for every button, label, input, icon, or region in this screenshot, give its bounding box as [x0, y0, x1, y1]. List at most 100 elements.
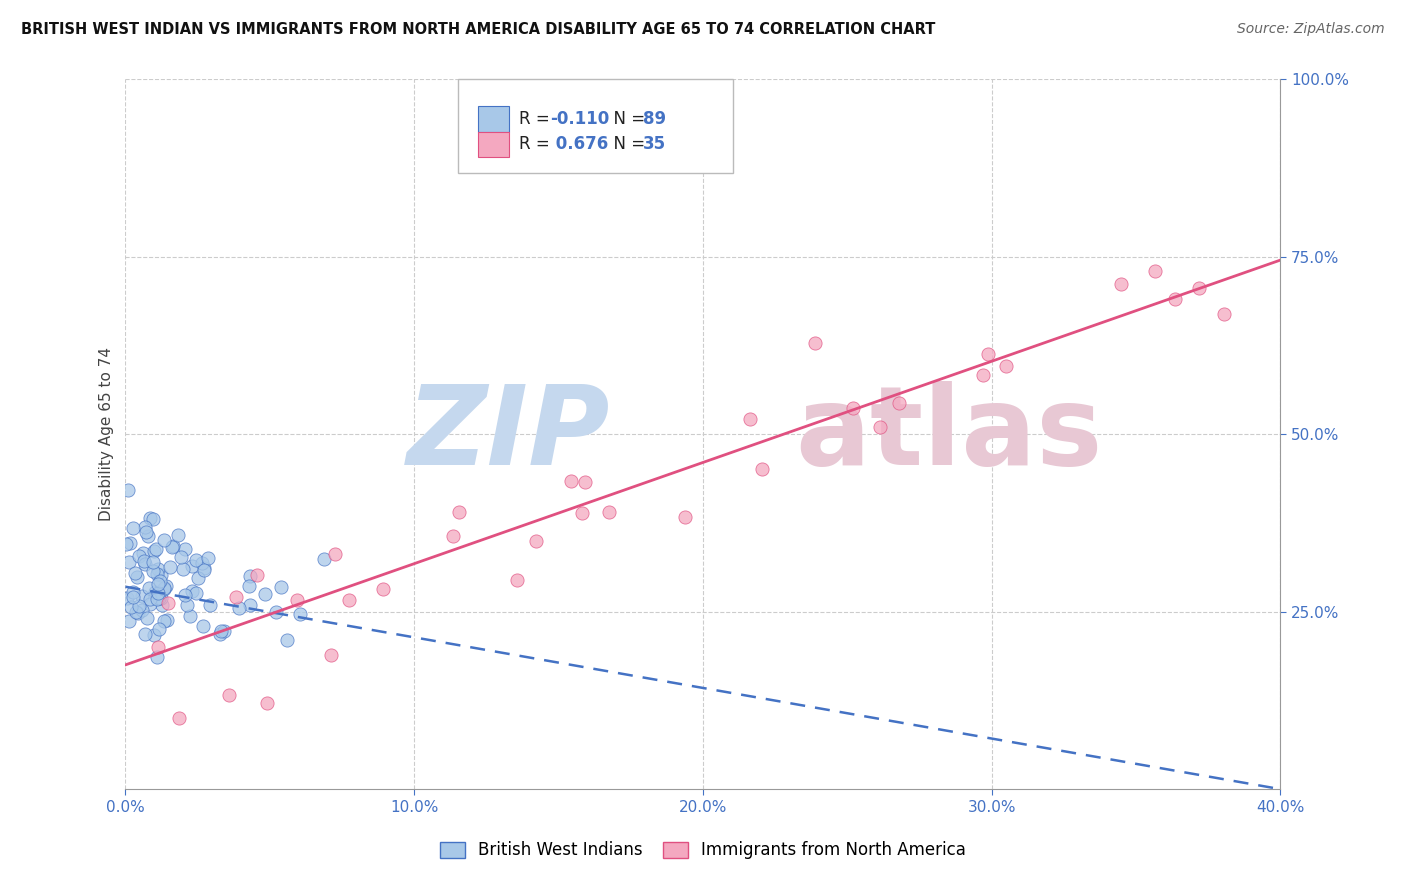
- Point: [841, 401, 863, 416]
- Point: [146, 640, 169, 654]
- Point: [145, 650, 167, 665]
- Point: [128, 549, 150, 563]
- Legend: British West Indians, Immigrants from North America: British West Indians, Immigrants from No…: [433, 835, 973, 866]
- Point: [153, 533, 176, 548]
- Point: [118, 536, 141, 550]
- Point: [114, 537, 136, 551]
- Point: [180, 584, 202, 599]
- Point: [122, 585, 145, 599]
- Point: [145, 585, 167, 599]
- Point: [184, 553, 207, 567]
- Point: [228, 601, 250, 615]
- Point: [142, 512, 165, 526]
- Point: [122, 521, 145, 535]
- Text: atlas: atlas: [796, 381, 1102, 488]
- Point: [184, 586, 207, 600]
- Point: [156, 613, 179, 627]
- Point: [135, 524, 157, 539]
- Point: [441, 529, 464, 543]
- Point: [253, 587, 276, 601]
- Point: [148, 562, 170, 576]
- Point: [167, 711, 190, 725]
- Point: [132, 546, 155, 560]
- Point: [239, 599, 262, 613]
- Point: [218, 688, 240, 702]
- Text: BRITISH WEST INDIAN VS IMMIGRANTS FROM NORTH AMERICA DISABILITY AGE 65 TO 74 COR: BRITISH WEST INDIAN VS IMMIGRANTS FROM N…: [21, 22, 935, 37]
- Point: [150, 567, 173, 582]
- Point: [166, 527, 188, 541]
- Point: [312, 552, 335, 566]
- Point: [889, 395, 911, 409]
- Point: [146, 586, 169, 600]
- Point: [138, 581, 160, 595]
- Point: [571, 506, 593, 520]
- Point: [124, 566, 146, 581]
- Point: [131, 603, 153, 617]
- Point: [225, 590, 247, 604]
- Point: [134, 557, 156, 571]
- Y-axis label: Disability Age 65 to 74: Disability Age 65 to 74: [100, 347, 114, 521]
- Point: [239, 569, 262, 583]
- Point: [132, 554, 155, 568]
- Point: [323, 547, 346, 561]
- Point: [150, 598, 173, 612]
- Point: [976, 347, 998, 361]
- Point: [598, 505, 620, 519]
- Point: [238, 579, 260, 593]
- Point: [176, 598, 198, 612]
- Point: [120, 599, 142, 614]
- Point: [127, 569, 149, 583]
- Point: [159, 560, 181, 574]
- Text: Source: ZipAtlas.com: Source: ZipAtlas.com: [1237, 22, 1385, 37]
- Point: [118, 555, 141, 569]
- Point: [751, 462, 773, 476]
- Point: [170, 549, 193, 564]
- Point: [673, 509, 696, 524]
- Point: [115, 591, 138, 605]
- Point: [1212, 307, 1234, 321]
- Point: [574, 475, 596, 489]
- Point: [157, 596, 180, 610]
- Point: [160, 540, 183, 554]
- Point: [174, 588, 197, 602]
- Point: [153, 582, 176, 596]
- Point: [134, 520, 156, 534]
- Point: [117, 483, 139, 497]
- Point: [181, 558, 204, 573]
- Point: [136, 529, 159, 543]
- Point: [179, 609, 201, 624]
- Text: N =: N =: [603, 110, 651, 128]
- Point: [524, 534, 547, 549]
- Point: [1188, 280, 1211, 294]
- Point: [136, 611, 159, 625]
- Point: [155, 579, 177, 593]
- Text: -0.110: -0.110: [550, 110, 609, 128]
- Point: [146, 576, 169, 591]
- Point: [193, 563, 215, 577]
- Point: [127, 606, 149, 620]
- Point: [319, 648, 342, 662]
- Point: [285, 593, 308, 607]
- Point: [994, 359, 1017, 374]
- Point: [1144, 264, 1167, 278]
- Point: [148, 591, 170, 605]
- Point: [145, 542, 167, 557]
- Point: [212, 624, 235, 638]
- Text: 35: 35: [643, 136, 666, 153]
- Point: [172, 562, 194, 576]
- Point: [972, 368, 994, 382]
- Text: ZIP: ZIP: [408, 381, 610, 488]
- Text: 0.676: 0.676: [550, 136, 609, 153]
- Point: [138, 592, 160, 607]
- Point: [190, 556, 212, 570]
- Point: [371, 582, 394, 597]
- Point: [337, 593, 360, 607]
- Point: [1164, 293, 1187, 307]
- Point: [264, 605, 287, 619]
- Point: [149, 591, 172, 605]
- Text: R =: R =: [519, 136, 555, 153]
- Point: [187, 571, 209, 585]
- Point: [246, 568, 269, 582]
- Point: [209, 626, 232, 640]
- Point: [118, 614, 141, 628]
